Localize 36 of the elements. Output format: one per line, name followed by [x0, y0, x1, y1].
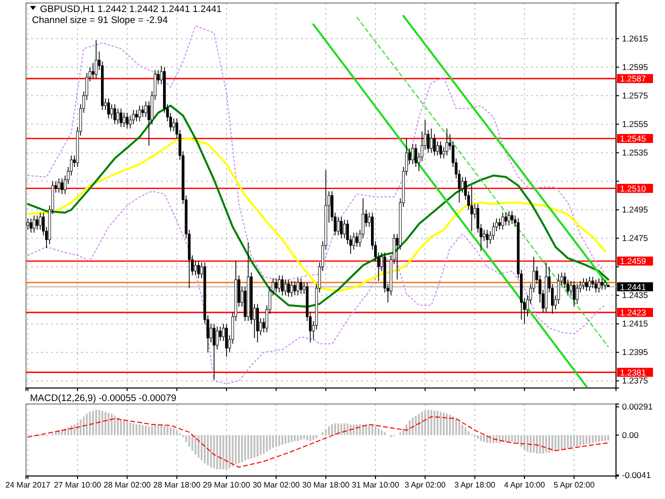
ref-line-label: 1.2459	[620, 256, 646, 266]
x-tick-label: 5 Apr 02:00	[554, 480, 596, 490]
x-tick-label: 4 Apr 10:00	[504, 480, 546, 490]
x-tick-label: 30 Mar 18:00	[302, 480, 350, 490]
y-tick-label: 0.00291	[622, 402, 653, 412]
y-tick-label: 1.2475	[622, 233, 648, 243]
x-tick-label: 28 Mar 02:00	[104, 480, 152, 490]
y-tick-label: 1.2435	[622, 290, 648, 300]
x-tick-label: 29 Mar 10:00	[202, 480, 251, 490]
y-tick-label: 1.2375	[622, 376, 648, 386]
chart-title: GBPUSD,H1 1.2442 1.2442 1.2441 1.2441	[40, 4, 222, 15]
y-tick-label: 1.2535	[622, 147, 648, 158]
x-tick-label: 27 Mar 10:00	[54, 480, 102, 490]
x-tick-label: 30 Mar 02:00	[252, 480, 300, 490]
ref-line-label: 1.2510	[620, 183, 646, 194]
x-tick-label: 31 Mar 10:00	[352, 480, 400, 490]
y-tick-label: -0.0041	[622, 470, 652, 480]
y-tick-label: 1.2415	[622, 318, 648, 329]
y-tick-label: 1.2615	[622, 33, 648, 44]
ref-line-label: 1.2441	[620, 282, 646, 292]
y-tick-label: 1.2575	[622, 90, 648, 100]
text: Channel size = 91 Slope = -2.94	[32, 15, 168, 26]
x-tick-label: 28 Mar 18:00	[153, 480, 201, 490]
chart-title: MACD(12,26,9) -0.00055 -0.00079	[30, 393, 176, 404]
x-tick-label: 3 Apr 18:00	[454, 480, 496, 490]
ref-line-label: 1.2381	[620, 367, 646, 378]
ref-line-label: 1.2545	[620, 133, 646, 144]
y-tick-label: 0.00	[622, 430, 639, 440]
ref-line-label: 1.2587	[620, 74, 646, 84]
x-tick-label: 24 Mar 2017	[5, 480, 51, 490]
y-tick-label: 1.2395	[622, 347, 648, 358]
y-tick-label: 1.2595	[622, 62, 648, 72]
x-tick-label: 3 Apr 02:00	[404, 480, 446, 490]
y-tick-label: 1.2495	[622, 204, 648, 214]
y-tick-label: 1.2555	[622, 118, 648, 129]
ref-line-label: 1.2423	[620, 307, 646, 318]
